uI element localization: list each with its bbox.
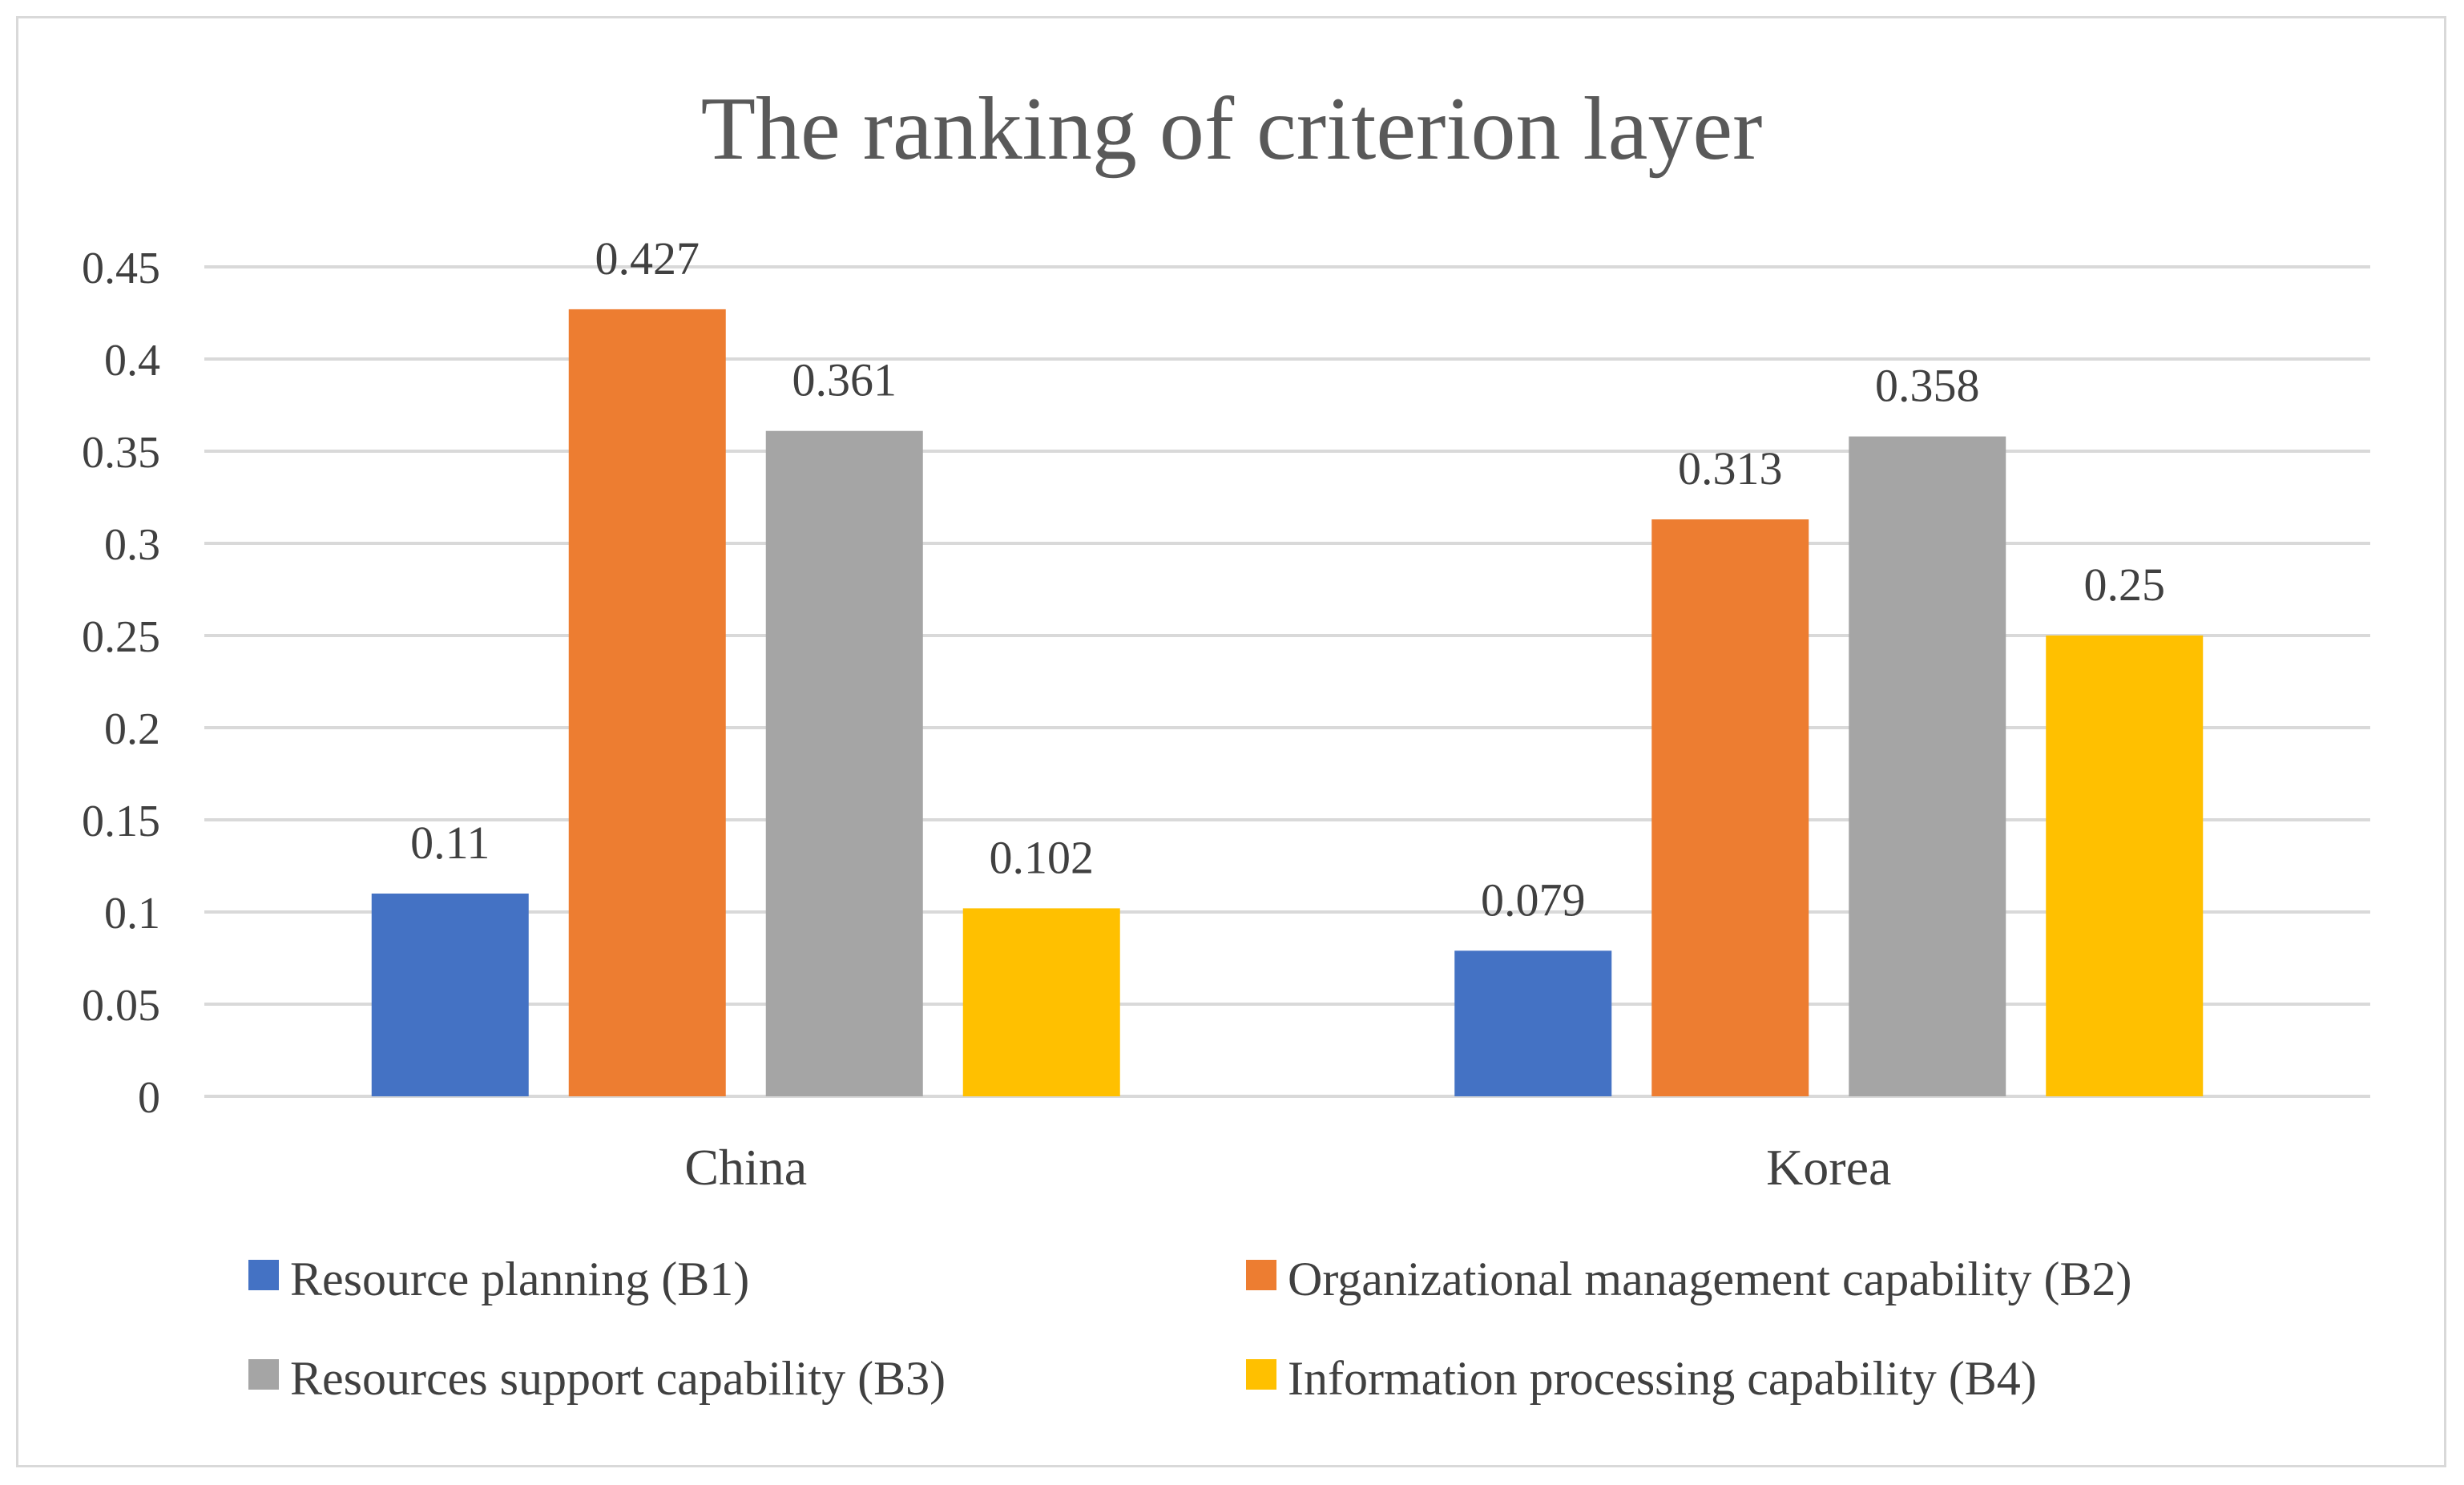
- bar: [1849, 436, 2006, 1096]
- bar: [765, 430, 923, 1096]
- legend-item: Information processing capability (B4): [1246, 1352, 2037, 1405]
- x-axis-category-labels: China Korea: [684, 1139, 1891, 1196]
- x-category-label: China: [684, 1139, 807, 1196]
- legend: Resource planning (B1) Organizational man…: [248, 1253, 2132, 1405]
- bar: [371, 894, 529, 1096]
- data-label: 0.11: [410, 817, 490, 869]
- legend-item: Resource planning (B1): [248, 1253, 749, 1305]
- data-label: 0.102: [990, 831, 1095, 883]
- legend-item: Resources support capability (B3): [248, 1352, 946, 1405]
- data-label: 0.25: [2084, 559, 2166, 611]
- data-label: 0.427: [595, 232, 700, 284]
- y-tick-label: 0.3: [104, 520, 160, 570]
- bar: [1454, 950, 1612, 1096]
- bar: [568, 309, 726, 1096]
- x-category-label: Korea: [1766, 1139, 1891, 1196]
- data-labels: 0.11 0.427 0.361 0.102 0.079 0.313 0.358 0.25: [410, 232, 2165, 926]
- y-tick-label: 0.45: [82, 244, 160, 293]
- legend-swatch: [248, 1359, 279, 1390]
- y-tick-label: 0.4: [104, 336, 160, 385]
- data-label: 0.358: [1875, 360, 1980, 412]
- y-tick-label: 0.2: [104, 704, 160, 754]
- y-tick-label: 0.1: [104, 889, 160, 938]
- legend-swatch: [1246, 1260, 1276, 1290]
- y-tick-label: 0.25: [82, 612, 160, 662]
- data-label: 0.079: [1481, 874, 1586, 926]
- gridlines: [204, 265, 2370, 1098]
- legend-label: Resource planning (B1): [290, 1253, 749, 1305]
- chart-frame: [16, 16, 2446, 1467]
- y-tick-label: 0.15: [82, 797, 160, 846]
- legend-swatch: [1246, 1359, 1276, 1390]
- legend-swatch: [248, 1260, 279, 1290]
- bar: [1651, 519, 1809, 1096]
- legend-label: Organizational management capability (B2…: [1288, 1253, 2132, 1305]
- legend-item: Organizational management capability (B2…: [1246, 1253, 2132, 1305]
- legend-label: Resources support capability (B3): [290, 1352, 946, 1405]
- legend-label: Information processing capability (B4): [1288, 1352, 2037, 1405]
- data-label: 0.361: [792, 354, 897, 406]
- y-axis-tick-labels: 0 0.05 0.1 0.15 0.2 0.25 0.3 0.35 0.4 0.45: [82, 244, 160, 1123]
- bar: [962, 908, 1120, 1096]
- chart-title: The ranking of criterion layer: [701, 79, 1763, 179]
- bar: [2046, 636, 2204, 1096]
- y-tick-label: 0: [138, 1073, 160, 1123]
- bar-series: [371, 309, 2204, 1096]
- y-tick-label: 0.35: [82, 428, 160, 478]
- data-label: 0.313: [1678, 442, 1783, 494]
- y-tick-label: 0.05: [82, 981, 160, 1031]
